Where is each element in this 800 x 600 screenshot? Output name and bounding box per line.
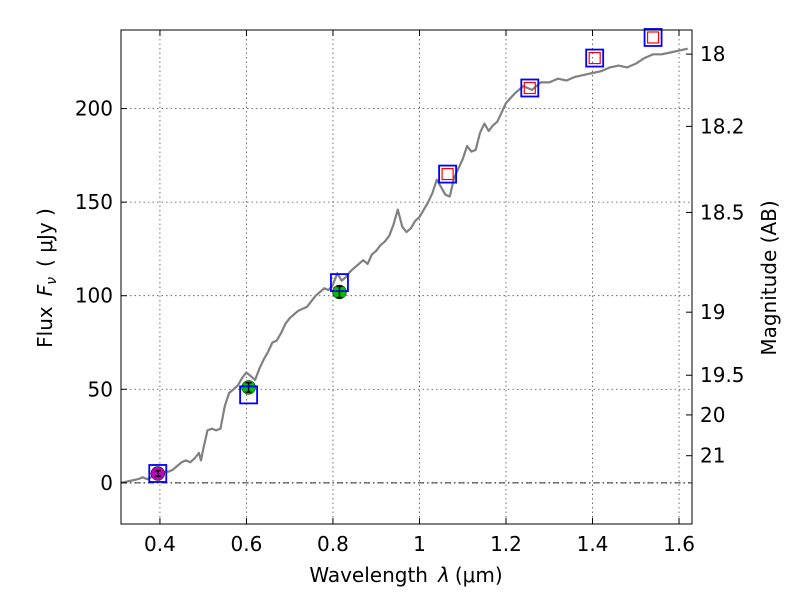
model-box <box>239 385 259 405</box>
red-inner-box <box>646 31 660 44</box>
magnitude-tick-label: 20 <box>700 403 725 427</box>
x-tick-label: 1 <box>413 532 426 556</box>
magnitude-tick-label: 19 <box>700 300 725 324</box>
red-inner-box <box>523 81 536 95</box>
model-box <box>585 48 605 68</box>
red-inner-box <box>441 167 454 181</box>
model-box <box>520 78 540 98</box>
magnitude-tick-label: 18 <box>700 42 725 66</box>
series-layer <box>120 47 688 484</box>
y-tick-label: 0 <box>100 471 113 495</box>
magnitude-tick-label: 19.5 <box>700 363 745 387</box>
magnitude-tick-label: 21 <box>700 444 725 468</box>
y-tick-label: 150 <box>75 190 113 214</box>
x-axis-label-symbol: λ <box>437 563 450 587</box>
x-axis-label: Wavelength λ (μm) <box>309 563 502 587</box>
y-tick-label: 50 <box>88 377 113 401</box>
magnitude-tick-label: 18.5 <box>700 200 745 224</box>
y-axis-label-subscript: ν <box>44 277 60 285</box>
tick-layer: 0.4 0.6 0.8 1 1.2 1.4 1.6 0 50 100 150 200 18 18.2 18.… <box>75 30 745 556</box>
y-axis-label-unit: ( μJy ) <box>33 208 57 267</box>
model-box <box>330 273 349 293</box>
series-line-model-spectrum <box>120 47 688 484</box>
x-tick-label: 1.4 <box>577 532 609 556</box>
y-tick-label: 100 <box>75 284 113 308</box>
model-box <box>438 164 457 184</box>
plot-frame <box>120 29 693 525</box>
magnitude-tick-label: 18.2 <box>700 114 745 138</box>
y-axis-label: Flux Fν ( μJy ) <box>33 208 60 348</box>
x-tick-label: 0.8 <box>317 532 349 556</box>
marker-layer <box>148 28 663 483</box>
x-tick-label: 0.6 <box>231 532 263 556</box>
magnitude-axis-label: Magnitude (AB) <box>757 200 781 355</box>
y-tick-label: 200 <box>75 97 113 121</box>
x-axis-label-prefix: Wavelength <box>309 563 428 587</box>
x-tick-label: 0.4 <box>144 532 176 556</box>
model-box <box>643 28 663 47</box>
y-axis-label-symbol: F <box>33 284 57 296</box>
x-tick-label: 1.6 <box>663 532 695 556</box>
y-axis-label-prefix: Flux <box>33 306 57 348</box>
x-tick-label: 1.2 <box>490 532 522 556</box>
red-inner-box <box>588 51 601 65</box>
model-box <box>148 464 168 483</box>
x-axis-label-unit: (μm) <box>455 563 503 587</box>
